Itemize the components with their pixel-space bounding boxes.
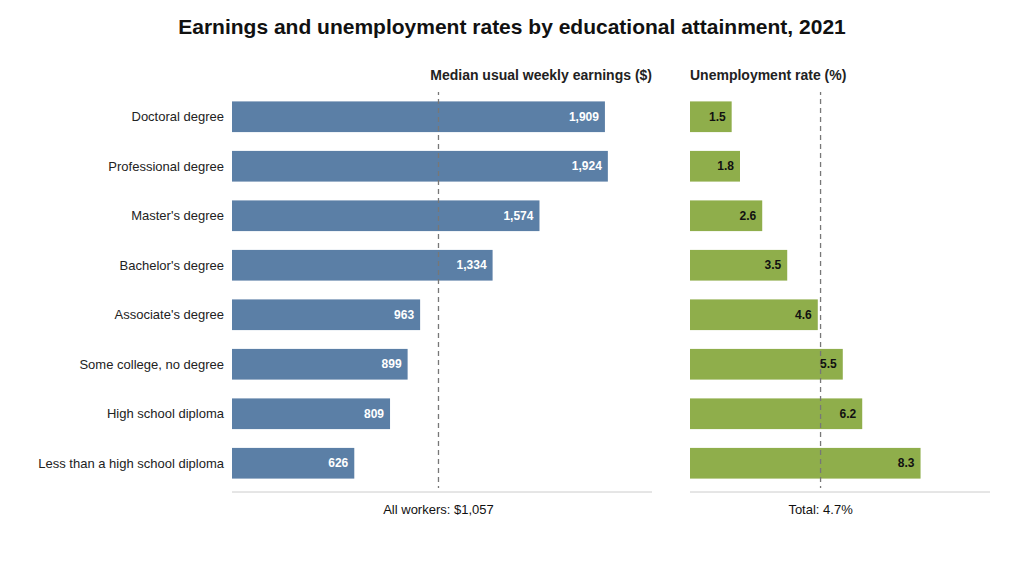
data-label: 1.5 [709,110,726,124]
bars [232,92,608,488]
title: Earnings and unemployment rates by educa… [178,15,846,38]
category-label: Associate's degree [115,307,224,322]
reference-label: All workers: $1,057 [383,502,494,517]
bar [232,101,605,132]
bar [232,349,408,380]
data-label: 1.8 [717,159,734,173]
x-axis-line [690,492,990,493]
category-label: High school diploma [107,406,225,421]
bar [232,398,390,429]
data-label: 1,924 [572,159,602,173]
bar [232,299,420,330]
reference-label: Total: 4.7% [788,502,853,517]
bars [690,92,921,488]
category-label: Less than a high school diploma [38,456,225,471]
category-label: Some college, no degree [79,357,224,372]
bar [232,151,608,182]
subtitle: Unemployment rate (%) [690,67,846,83]
reference-line [820,92,821,488]
bar [690,250,787,281]
bar [232,448,354,479]
data-label: 963 [394,308,414,322]
bar [690,448,921,479]
reference-line [438,92,439,488]
bar [690,349,843,380]
data-label: 3.5 [765,258,782,272]
data-label: 2.6 [740,209,757,223]
chart-svg: Earnings and unemployment rates by educa… [0,0,1024,576]
category-label: Professional degree [108,159,224,174]
bar [690,151,740,182]
category-label: Doctoral degree [132,109,225,124]
data-label: 809 [364,407,384,421]
data-label: 1,909 [569,110,599,124]
data-label: 899 [382,357,402,371]
bar [690,398,862,429]
bar [232,250,493,281]
data-label: 8.3 [898,456,915,470]
category-label: Master's degree [131,208,224,223]
bar [690,299,818,330]
data-label: 4.6 [795,308,812,322]
x-axis-line [232,492,652,493]
bar [232,200,539,231]
category-label: Bachelor's degree [120,258,224,273]
subtitle: Median usual weekly earnings ($) [430,67,652,83]
data-label: 626 [328,456,348,470]
data-label: 1,574 [503,209,533,223]
data-label: 5.5 [820,357,837,371]
panel: Earnings and unemployment rates by educa… [38,15,846,517]
data-label: 1,334 [457,258,487,272]
bar [690,200,762,231]
data-label: 6.2 [840,407,857,421]
chart-container: Earnings and unemployment rates by educa… [0,0,1024,576]
panel: Unemployment rate (%) 1.5 1.8 2.6 3.5 4.6 5.5 6… [690,67,990,517]
bar [690,101,732,132]
